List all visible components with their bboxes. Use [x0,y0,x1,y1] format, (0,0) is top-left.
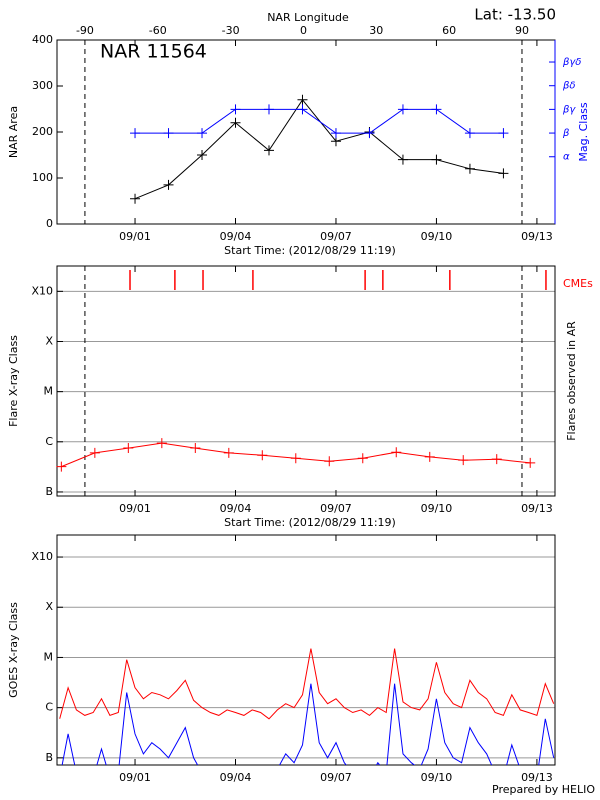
x-tick-label: 09/13 [521,771,553,784]
y-tick-label: B [45,751,53,764]
y-tick-label: C [45,701,53,714]
point-marker [89,447,100,458]
x2-tick-label: 0 [300,24,307,37]
point-marker [458,455,469,466]
point-marker [297,104,308,115]
point-marker [263,104,274,115]
point-marker [364,128,375,139]
y-axis-label: NAR Area [7,106,20,158]
y2-tick-label: βγδ [562,57,581,68]
x-tick-label: 09/04 [220,502,252,515]
point-marker [230,117,241,128]
x-axis-label: Start Time: (2012/08/29 11:19) [224,244,396,257]
point-marker [431,154,442,165]
point-marker [223,447,234,458]
point-marker [263,145,274,156]
y-tick-label: B [45,485,53,498]
x-tick-label: 09/10 [421,230,453,243]
y2-tick-label: α [563,152,570,163]
point-marker [525,457,536,468]
x-tick-label: 09/10 [421,502,453,515]
x-tick-label: 09/01 [119,502,151,515]
x-tick-label: 09/13 [521,502,553,515]
y-tick-label: 100 [32,171,53,184]
y-tick-label: M [44,385,54,398]
y-tick-label: M [44,650,54,663]
y-tick-label: X [45,600,53,613]
x-tick-label: 09/07 [320,771,352,784]
plot-frame [56,534,556,766]
x2-tick-label: 60 [442,24,456,37]
x-tick-label: 09/07 [320,502,352,515]
point-marker [464,128,475,139]
point-marker [257,450,268,461]
y-tick-label: 200 [32,125,53,138]
y-tick-label: X10 [31,284,53,297]
plot-frame [56,39,556,225]
series-line [135,108,504,134]
y2-tick-label: β [562,128,570,139]
x-tick-label: 09/04 [220,230,252,243]
point-marker [197,150,208,160]
point-marker [197,128,208,139]
x2-tick-label: -30 [222,24,240,37]
x-tick-label: 09/01 [119,771,151,784]
x-axis-label: Start Time: (2012/08/29 11:19) [224,516,396,529]
point-marker [391,447,402,458]
x2-tick-label: -60 [149,24,167,37]
point-marker [163,128,174,139]
cme-label: CMEs [563,277,593,290]
point-marker [163,179,174,190]
y-tick-label: X10 [31,550,53,563]
point-marker [324,456,335,467]
y-tick-label: X [45,334,53,347]
x2-tick-label: 30 [369,24,383,37]
x2-tick-label: -90 [76,24,94,37]
point-marker [397,104,408,115]
point-marker [130,128,141,139]
point-marker [230,104,241,115]
y2-tick-label: βδ [562,81,576,92]
x2-axis-label: NAR Longitude [267,11,349,24]
y-axis-label: Flare X-ray Class [7,335,20,427]
y-tick-label: 300 [32,79,53,92]
point-marker [330,128,341,139]
point-marker [424,451,435,462]
point-marker [297,94,308,105]
point-marker [357,453,368,464]
y-tick-label: 0 [46,217,53,230]
point-marker [498,168,509,179]
point-marker [123,443,134,454]
point-marker [156,438,167,449]
x-tick-label: 09/10 [421,771,453,784]
point-marker [464,163,475,174]
y2-tick-label: βγ [562,104,576,115]
series-line [134,98,504,200]
point-marker [190,443,201,454]
x-tick-label: 09/13 [521,230,553,243]
footer: Prepared by HELIO [492,783,595,796]
point-marker [397,154,408,165]
x2-tick-label: 90 [515,24,529,37]
point-marker [290,453,301,464]
x-tick-label: 09/01 [119,230,151,243]
point-marker [498,128,509,139]
plot-frame [56,265,556,497]
y-tick-label: 400 [32,33,53,46]
y-tick-label: C [45,435,53,448]
panel-title: NAR 11564 [100,41,207,63]
point-marker [431,104,442,115]
y2-axis-label: Flares observed in AR [565,321,578,441]
y2-axis-label: Mag. Class [577,102,590,161]
y-axis-label: GOES X-ray Class [7,602,20,698]
x-tick-label: 09/07 [320,230,352,243]
latitude: Lat: -13.50 [474,6,556,24]
point-marker [491,454,502,465]
series-line [61,683,555,765]
x-tick-label: 09/04 [220,771,252,784]
point-marker [130,193,141,204]
series-line [59,648,555,720]
point-marker [56,461,67,472]
